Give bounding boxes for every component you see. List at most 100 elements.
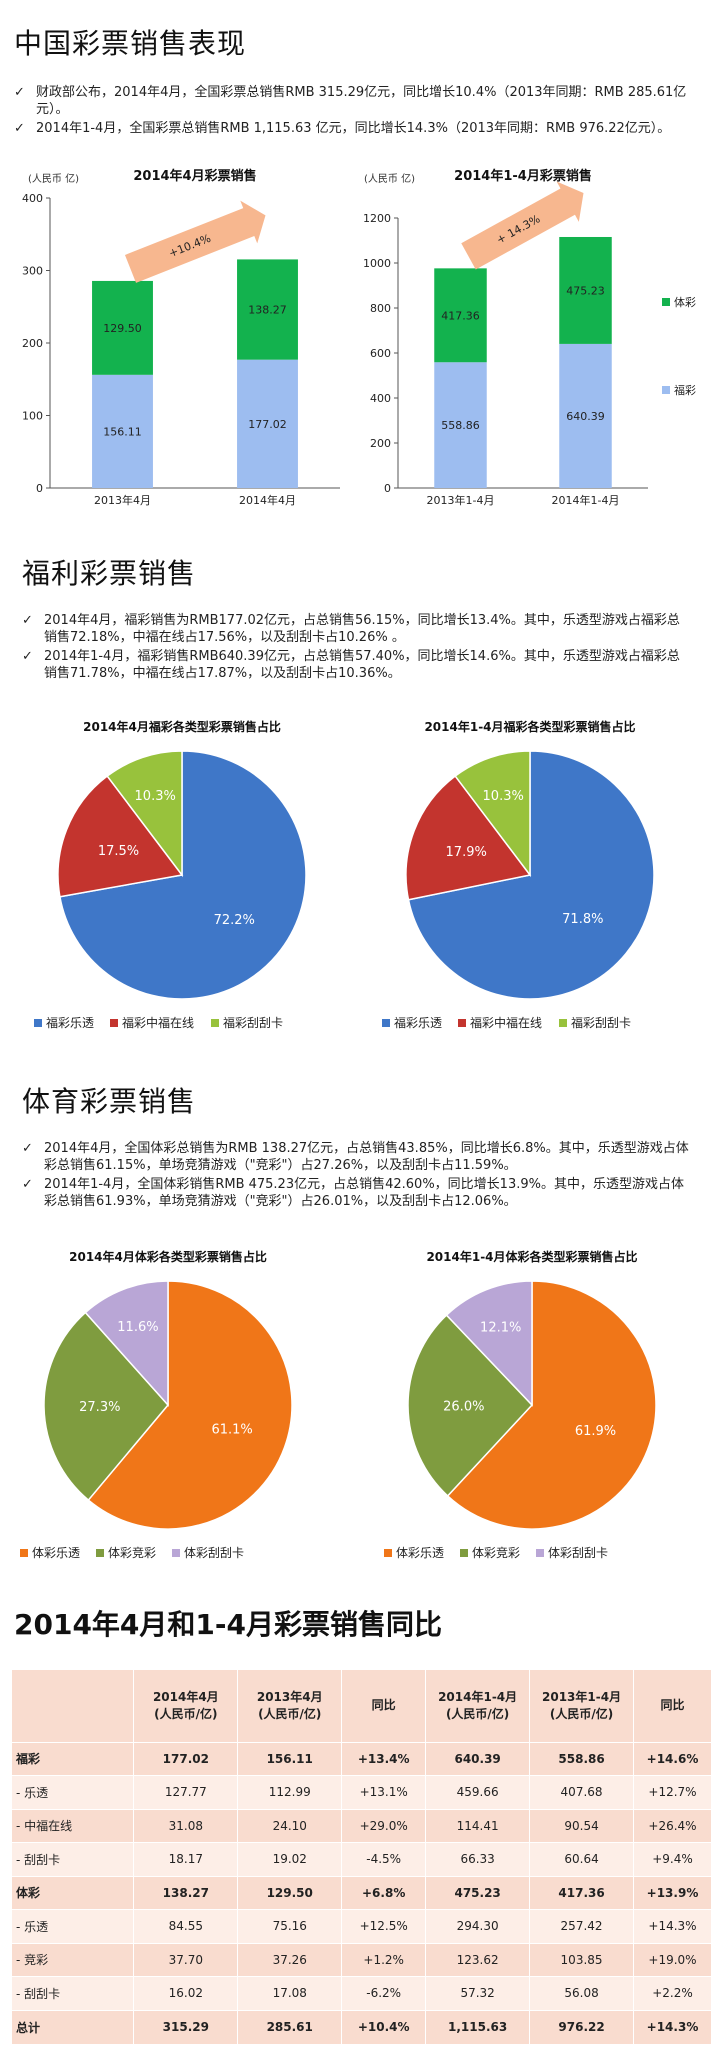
bullet-text: 财政部公布，2014年4月，全国彩票总销售RMB 315.29亿元，同比增长10…: [36, 85, 687, 117]
pie-slice: [87, 1280, 293, 1530]
x-tick-label: 2014年1-4月: [552, 493, 620, 507]
table-row: - 刮刮卡 18.17 19.02 -4.5% 66.33 60.64 +9.4%: [12, 1842, 712, 1876]
pie-legend: 福彩乐透 福彩中福在线 福彩刮刮卡: [34, 1015, 283, 1030]
section-title-china-lottery: 中国彩票销售表现: [14, 27, 247, 60]
table-cell: +14.3%: [633, 1909, 712, 1943]
legend-swatch: [211, 1019, 219, 1027]
table-cell: 84.55: [133, 1909, 239, 1943]
table-cell: 37.26: [237, 1942, 343, 1977]
table-cell: 294.30: [425, 1909, 531, 1943]
table-header-row: 2014年4月 (人民币/亿) 2013年4月 (人民币/亿) 同比 2014年1-4月(…: [12, 1670, 712, 1742]
y-tick-label: 600: [370, 347, 391, 360]
table-cell: +19.0%: [633, 1942, 712, 1977]
pie-slice: [446, 1280, 657, 1530]
table-cell: 315.29: [133, 2009, 239, 2044]
pie-slice: [84, 1280, 169, 1407]
bar-value-label: 177.02: [248, 418, 287, 431]
sports-pie-charts: 2014年4月体彩各类型彩票销售占比 61.1% 27.3% 11.6% 体彩乐透 体彩竞…: [20, 1249, 657, 1560]
bar-value-label: 156.11: [103, 425, 142, 438]
bullet-item: ✓ 2014年1-4月，全国彩票总销售RMB 1,115.63 亿元，同比增长14…: [14, 120, 694, 137]
table-cell: +6.8%: [341, 1875, 427, 1910]
y-tick-label: 100: [22, 410, 43, 423]
table-cell: 16.02: [133, 1976, 239, 2010]
table-cell: +29.0%: [341, 1808, 427, 1843]
bullet-item: ✓ 财政部公布，2014年4月，全国彩票总销售RMB 315.29亿元，同比增长1…: [14, 84, 694, 118]
pie-slice: [57, 775, 184, 898]
table-cell: - 乐透: [12, 1775, 135, 1809]
table-cell: 459.66: [425, 1775, 531, 1809]
table-row: 体彩 138.27 129.50 +6.8% 475.23 417.36 +13.9%: [12, 1875, 712, 1910]
pie-value-label: 10.3%: [483, 789, 524, 804]
table-cell: 56.08: [529, 1976, 635, 2010]
table-cell: 57.32: [425, 1976, 531, 2010]
legend-label-ticai: 体彩: [674, 295, 696, 309]
table-cell: 156.11: [237, 1741, 343, 1776]
table-cell: +1.2%: [341, 1942, 427, 1977]
bullet-list-sports: ✓ 2014年4月，全国体彩总销售为RMB 138.27亿元，占总销售43.85%…: [22, 1140, 692, 1212]
legend-label: 体彩刮刮卡: [548, 1546, 608, 1560]
bar-charts-area: 2014年4月彩票销售 (人民币 亿) 0 100 200 300 400 156.11 129…: [22, 168, 696, 507]
table-cell: +10.4%: [341, 2009, 427, 2044]
legend-label: 体彩刮刮卡: [184, 1546, 244, 1560]
table-cell: 体彩: [12, 1875, 135, 1910]
legend-swatch: [172, 1549, 180, 1557]
table-cell: +12.5%: [341, 1909, 427, 1943]
pie-legend: 福彩乐透 福彩中福在线 福彩刮刮卡: [382, 1015, 631, 1030]
bullet-item: ✓ 2014年1-4月，福彩销售RMB640.39亿元，占总销售57.40%，同比…: [22, 648, 692, 682]
table-header-cell: [12, 1670, 135, 1742]
pie-value-label: 26.0%: [443, 1399, 484, 1414]
x-tick-label: 2013年1-4月: [427, 493, 495, 507]
checkmark-icon: ✓: [14, 85, 25, 100]
pie-title: 2014年4月体彩各类型彩票销售占比: [69, 1249, 267, 1264]
legend-label-fucai: 福彩: [674, 383, 696, 397]
pie-chart-sports-jan-apr: 2014年1-4月体彩各类型彩票销售占比61.9%26.0%12.1%体彩乐透体…: [384, 1249, 657, 1560]
table-row: - 乐透 84.55 75.16 +12.5% 294.30 257.42 +14.3%: [12, 1909, 712, 1943]
table-cell: 257.42: [529, 1909, 635, 1943]
table-cell: - 中福在线: [12, 1808, 135, 1843]
bullet-text: 2014年4月，福彩销售为RMB177.02亿元，占总销售56.15%，同比增长…: [44, 613, 680, 645]
pie-value-label: 12.1%: [480, 1321, 521, 1336]
table-header-cell: 2013年4月 (人民币/亿): [237, 1670, 343, 1742]
pie-value-label: 72.2%: [214, 913, 255, 928]
table-header-cell: 2014年4月 (人民币/亿): [133, 1670, 239, 1742]
bar-value-label: 129.50: [103, 322, 142, 335]
y-tick-label: 1000: [363, 257, 391, 270]
bar-segment-fucai: [434, 362, 487, 488]
table-header-cell: 2013年1-4月 (人民币/亿): [529, 1670, 635, 1742]
section-title-welfare-lottery: 福利彩票销售: [22, 557, 197, 590]
bullet-text: 2014年1-4月，全国彩票总销售RMB 1,115.63 亿元，同比增长14.…: [36, 121, 671, 136]
legend-label: 福彩刮刮卡: [223, 1015, 283, 1030]
legend-swatch: [20, 1549, 28, 1557]
legend-swatch: [536, 1549, 544, 1557]
pie-slice: [454, 750, 531, 878]
y-tick-label: 300: [22, 265, 43, 278]
pie-legend: 体彩乐透 体彩竞彩 体彩刮刮卡: [384, 1546, 608, 1560]
checkmark-icon: ✓: [14, 121, 25, 136]
table-cell: 103.85: [529, 1942, 635, 1977]
bar-value-label: 640.39: [566, 410, 605, 423]
checkmark-icon: ✓: [22, 1141, 33, 1156]
table-cell: +13.1%: [341, 1775, 427, 1809]
pie-title: 2014年1-4月体彩各类型彩票销售占比: [426, 1249, 637, 1264]
table-cell: +14.6%: [633, 1741, 712, 1776]
legend-label: 体彩竞彩: [472, 1546, 520, 1560]
bar-segment-ticai: [237, 259, 298, 360]
table-cell: 19.02: [237, 1842, 343, 1876]
table-cell: 112.99: [237, 1775, 343, 1809]
table-cell: 18.17: [133, 1842, 239, 1876]
bar-segment-ticai: [92, 280, 153, 375]
legend-label: 体彩乐透: [396, 1546, 444, 1560]
table-cell: +26.4%: [633, 1808, 712, 1843]
table-cell: +2.2%: [633, 1976, 712, 2010]
table-cell: 66.33: [425, 1842, 531, 1876]
x-tick-label: 2013年4月: [94, 493, 151, 507]
bar-value-label: 138.27: [248, 304, 287, 317]
table-cell: 75.16: [237, 1909, 343, 1943]
table-row: - 刮刮卡 16.02 17.08 -6.2% 57.32 56.08 +2.2%: [12, 1976, 712, 2010]
table-cell: -6.2%: [341, 1976, 427, 2010]
bar-value-label: 417.36: [441, 309, 480, 322]
legend-label: 福彩中福在线: [470, 1015, 542, 1030]
welfare-pie-charts: 2014年4月福彩各类型彩票销售占比 72.2% 17.5% 10.3% 福彩乐透 福彩中…: [34, 719, 655, 1030]
pie-value-label: 61.9%: [575, 1424, 616, 1439]
bar-value-label: 558.86: [441, 419, 480, 432]
